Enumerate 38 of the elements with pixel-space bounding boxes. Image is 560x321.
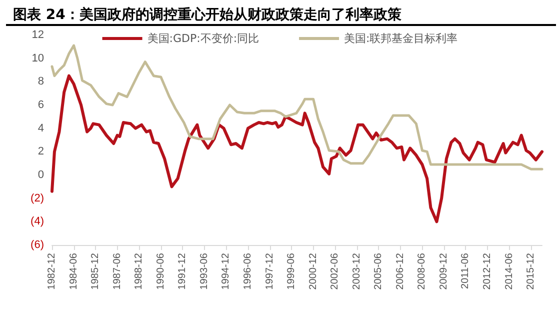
x-tick-label: 1999-06 <box>286 252 298 290</box>
x-tick-label: 1997-12 <box>264 252 276 290</box>
x-tick-label: 1982-12 <box>46 252 58 290</box>
chart-title: 图表 24：美国政府的调控重心开始从财政政策走向了利率政策 <box>13 6 402 23</box>
y-tick-label: 2 <box>38 146 44 158</box>
x-tick-label: 2015-12 <box>526 252 537 290</box>
x-tick-label: 2003-12 <box>351 252 362 290</box>
y-tick-label: 10 <box>32 52 44 64</box>
x-tick-label: 1990-06 <box>155 252 166 290</box>
y-tick-label: 6 <box>38 99 44 111</box>
x-tick-label: 1994-12 <box>220 252 232 290</box>
x-tick-label: 2002-06 <box>330 252 341 290</box>
x-tick-label: 1991-12 <box>177 252 188 290</box>
x-tick-label: 1985-12 <box>90 252 102 290</box>
x-tick-label: 2012-12 <box>482 252 494 290</box>
x-tick-label: 2000-12 <box>308 252 319 290</box>
y-tick-label: 4 <box>38 122 44 134</box>
y-tick-label: 12 <box>32 29 44 41</box>
y-tick-label: (6) <box>30 239 44 251</box>
y-tick-label: (2) <box>30 192 44 204</box>
y-tick-label: 0 <box>38 169 44 181</box>
line-series <box>50 44 544 170</box>
x-tick-label: 2005-06 <box>373 252 384 290</box>
x-tick-label: 2006-12 <box>394 252 406 290</box>
x-tick-label: 2009-12 <box>438 252 450 290</box>
y-tick-label: (4) <box>30 216 44 228</box>
legend-label: 美国:联邦基金目标利率 <box>344 32 458 45</box>
x-tick-label: 1987-06 <box>112 252 123 290</box>
y-tick-label: 8 <box>38 76 44 88</box>
line-series <box>50 74 544 224</box>
x-tick-label: 1984-06 <box>68 252 80 290</box>
legend-label: 美国:GDP:不变价:同比 <box>147 32 260 45</box>
x-tick-label: 1996-06 <box>242 252 254 290</box>
x-tick-label: 2011-06 <box>460 252 472 289</box>
x-tick-label: 1988-12 <box>134 252 145 290</box>
x-tick-label: 2008-06 <box>416 252 428 290</box>
x-tick-label: 2014-06 <box>504 252 515 290</box>
x-tick-label: 1993-06 <box>198 252 210 290</box>
